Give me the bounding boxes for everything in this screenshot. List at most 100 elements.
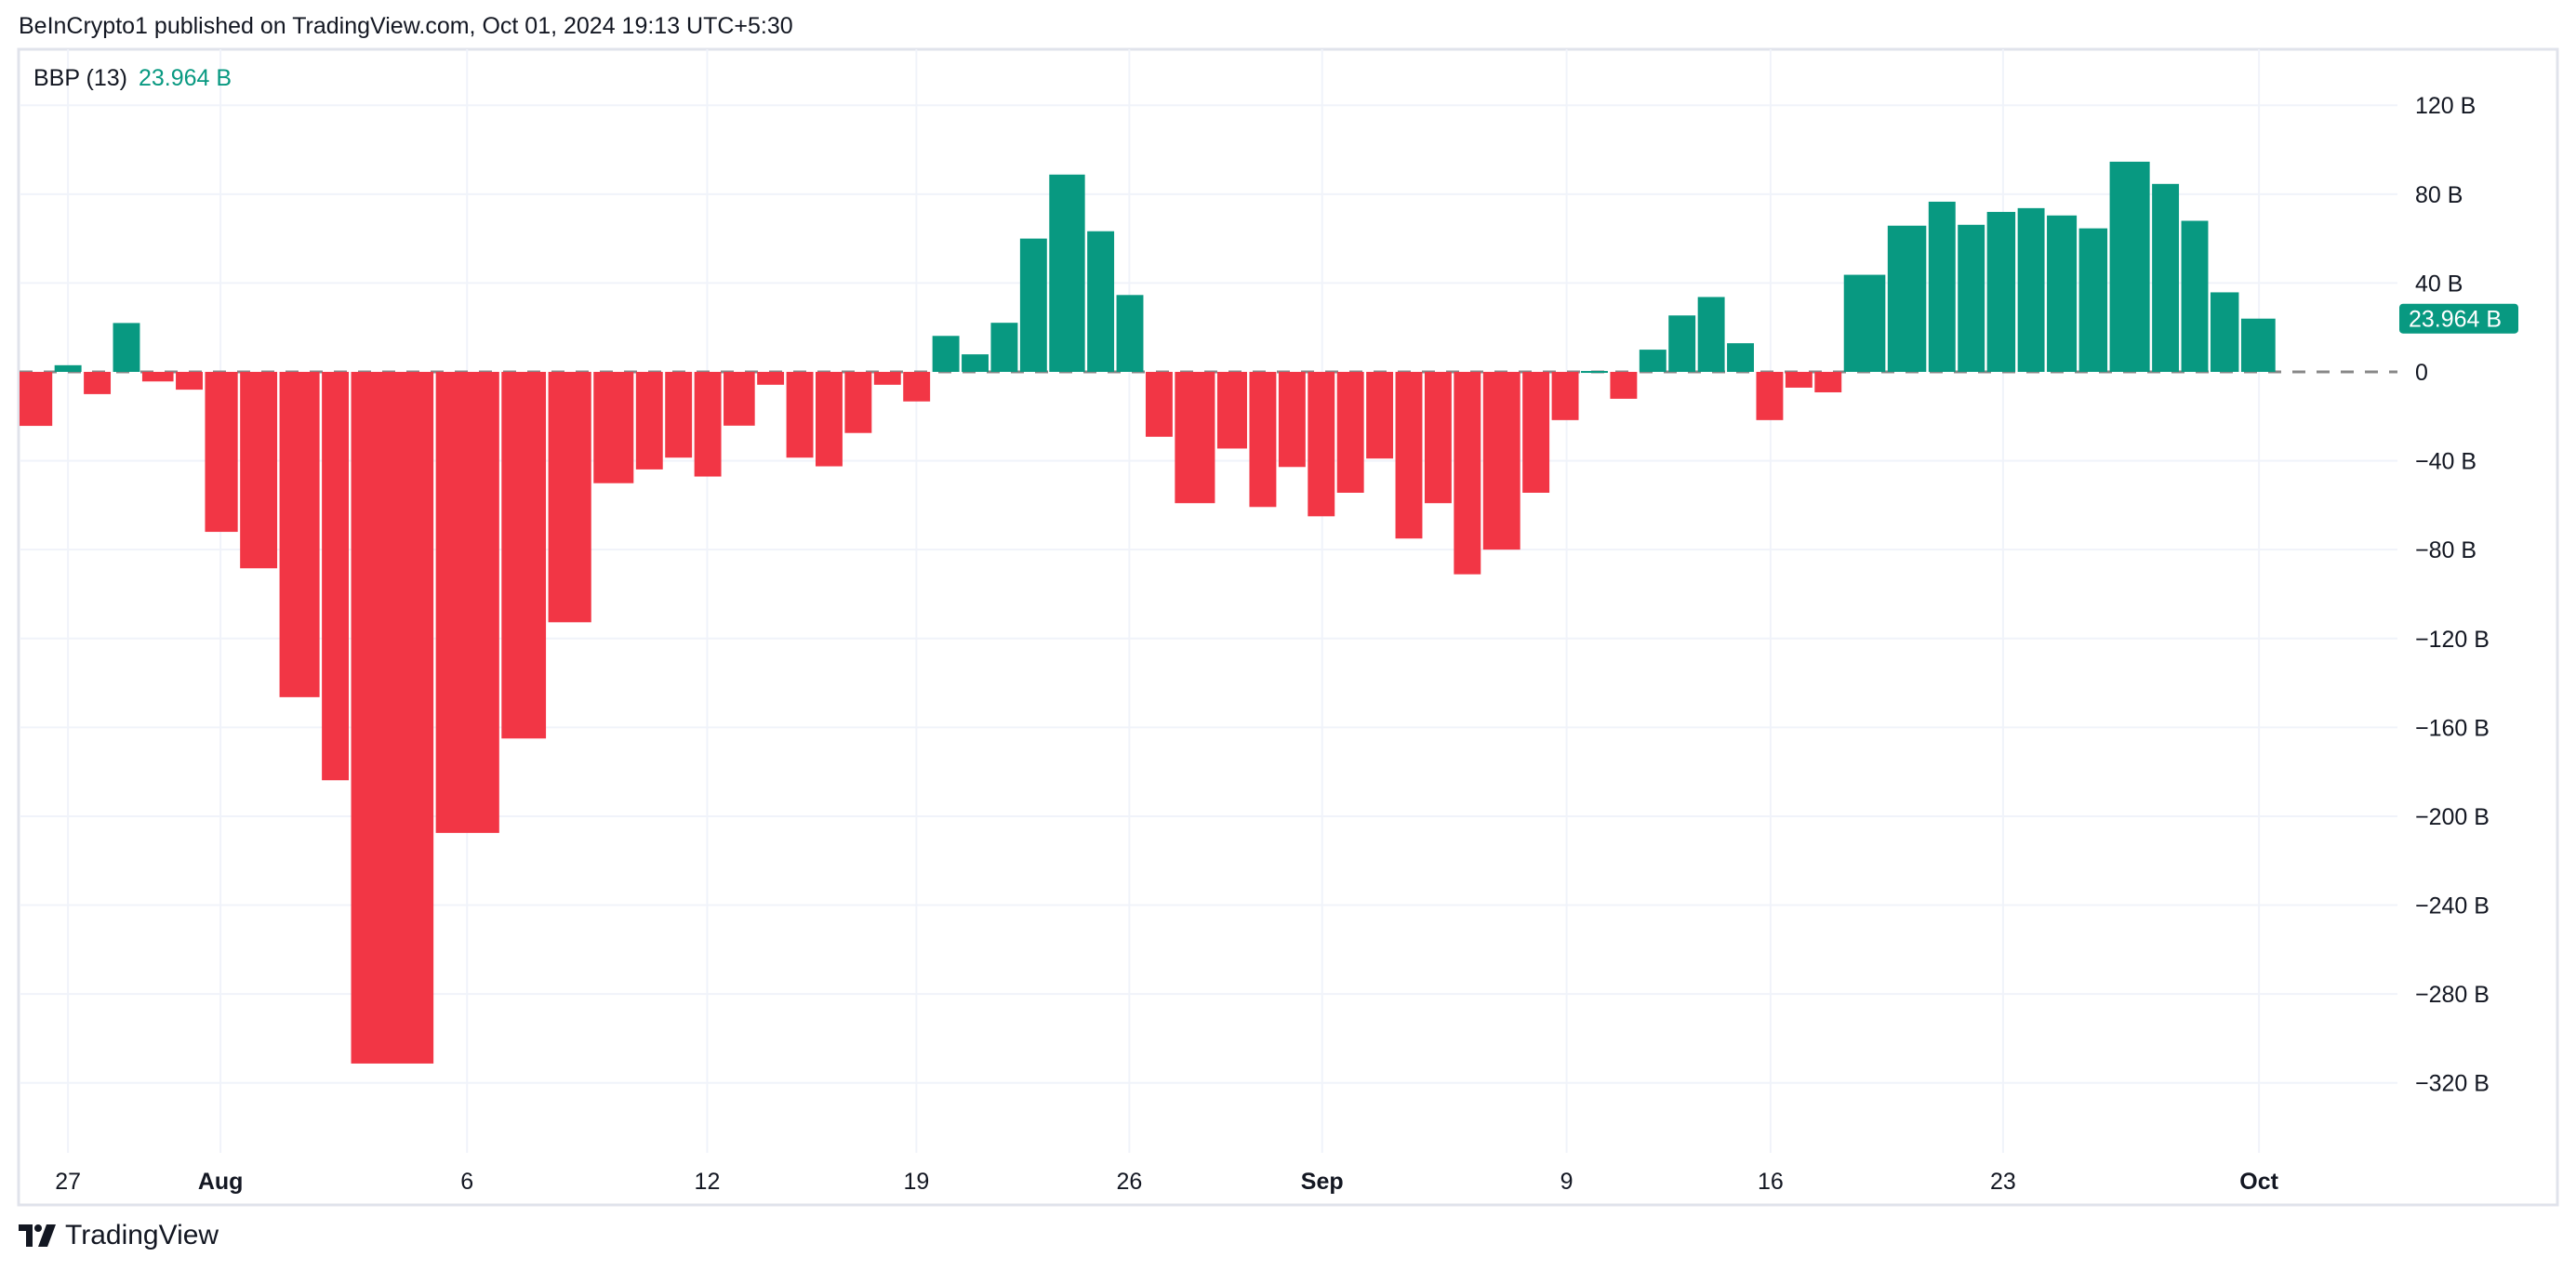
bar-negative xyxy=(141,371,174,382)
bar-negative xyxy=(1145,371,1173,437)
bar-negative xyxy=(1308,371,1335,517)
bar-positive xyxy=(2047,215,2078,372)
bar-negative xyxy=(1366,371,1394,459)
x-tick-label: Sep xyxy=(1301,1169,1344,1195)
bar-positive xyxy=(1049,174,1085,372)
bar-negative xyxy=(724,371,755,426)
bar-negative xyxy=(844,371,872,433)
bar-positive xyxy=(990,323,1018,372)
bar-negative xyxy=(176,371,203,390)
x-tick-label: 12 xyxy=(695,1169,721,1195)
y-tick-label: 80 B xyxy=(2415,182,2463,208)
tradingview-logo[interactable]: TradingView xyxy=(19,1220,219,1251)
bar-negative xyxy=(786,371,814,458)
y-tick-label: −120 B xyxy=(2415,627,2490,653)
bar-positive xyxy=(1019,238,1047,372)
y-tick-label: −160 B xyxy=(2415,715,2490,741)
bar-positive xyxy=(962,354,989,372)
bar-negative xyxy=(351,371,434,1064)
last-value-label: 23.964 B xyxy=(2399,303,2518,334)
x-tick-label: 26 xyxy=(1116,1169,1142,1195)
indicator-legend[interactable]: BBP (13) 23.964 B xyxy=(33,65,232,92)
bar-positive xyxy=(2109,161,2150,372)
x-tick-label: 19 xyxy=(903,1169,929,1195)
bar-positive xyxy=(1116,295,1144,372)
bar-negative xyxy=(1395,371,1423,539)
y-tick-label: −80 B xyxy=(2415,537,2476,563)
bar-positive xyxy=(54,364,82,372)
y-tick-label: 40 B xyxy=(2415,271,2463,297)
x-tick-label: 27 xyxy=(55,1169,81,1195)
bar-negative xyxy=(1454,371,1481,575)
bar-negative xyxy=(1522,371,1550,493)
bar-negative xyxy=(1756,371,1784,420)
bar-negative xyxy=(815,371,843,467)
bar-negative xyxy=(279,371,320,697)
bar-negative xyxy=(1278,371,1306,468)
x-tick-label: 9 xyxy=(1560,1169,1573,1195)
x-tick-label: 16 xyxy=(1758,1169,1784,1195)
indicator-value: 23.964 B xyxy=(138,65,232,91)
bar-negative xyxy=(1551,371,1579,420)
bar-positive xyxy=(1639,350,1666,372)
tradingview-brand: TradingView xyxy=(65,1220,219,1250)
bar-negative xyxy=(205,371,238,533)
tradingview-logo-icon xyxy=(19,1224,56,1247)
y-tick-label: −240 B xyxy=(2415,893,2490,919)
bar-positive xyxy=(2017,207,2045,372)
bar-positive xyxy=(932,336,960,372)
bar-negative xyxy=(1175,371,1215,504)
bar-negative xyxy=(665,371,693,458)
bar-negative xyxy=(694,371,722,477)
bar-negative xyxy=(84,371,112,394)
bar-positive xyxy=(1668,315,1696,372)
bar-negative xyxy=(322,371,350,781)
y-tick-label: −40 B xyxy=(2415,449,2476,475)
bar-positive xyxy=(1887,225,1927,372)
bar-positive xyxy=(2240,318,2276,372)
bar-positive xyxy=(1697,297,1725,372)
bar-positive xyxy=(1581,371,1608,374)
bar-negative xyxy=(435,371,499,833)
bar-positive xyxy=(2152,183,2180,372)
x-tick-label: Aug xyxy=(198,1169,244,1195)
bar-positive xyxy=(2210,292,2239,372)
bar-negative xyxy=(548,371,591,623)
bar-negative xyxy=(1610,371,1638,399)
x-tick-label: 23 xyxy=(1990,1169,2016,1195)
bar-positive xyxy=(2078,228,2108,372)
bar-negative xyxy=(501,371,547,739)
bar-negative xyxy=(1216,371,1247,449)
y-tick-label: −320 B xyxy=(2415,1071,2490,1097)
bar-negative xyxy=(593,371,634,483)
bar-negative xyxy=(240,371,278,569)
bar-negative xyxy=(20,371,53,427)
last-value-text: 23.964 B xyxy=(2409,307,2502,333)
publish-info: BeInCrypto1 published on TradingView.com… xyxy=(19,13,793,39)
bar-negative xyxy=(1424,371,1452,504)
bar-negative xyxy=(757,371,785,385)
bar-negative xyxy=(1482,371,1520,550)
y-tick-label: −200 B xyxy=(2415,804,2490,830)
y-tick-label: 0 xyxy=(2415,360,2428,386)
bar-positive xyxy=(1727,343,1754,372)
bar-negative xyxy=(635,371,663,470)
indicator-name: BBP (13) xyxy=(33,65,127,91)
bar-negative xyxy=(873,371,901,385)
x-tick-label: 6 xyxy=(460,1169,473,1195)
bar-negative xyxy=(903,371,931,402)
bar-positive xyxy=(1986,211,2016,372)
bar-positive xyxy=(1843,274,1886,372)
y-tick-label: 120 B xyxy=(2415,93,2476,119)
bar-negative xyxy=(1814,371,1842,392)
bar-positive xyxy=(1928,201,1956,372)
bar-positive xyxy=(2181,220,2209,372)
bar-positive xyxy=(1958,224,1985,372)
y-tick-label: −280 B xyxy=(2415,982,2490,1008)
bar-negative xyxy=(1249,371,1277,508)
x-tick-label: Oct xyxy=(2239,1169,2278,1195)
last-value-badge xyxy=(2399,303,2518,334)
bar-negative xyxy=(1336,371,1364,493)
bar-negative xyxy=(1785,371,1812,388)
